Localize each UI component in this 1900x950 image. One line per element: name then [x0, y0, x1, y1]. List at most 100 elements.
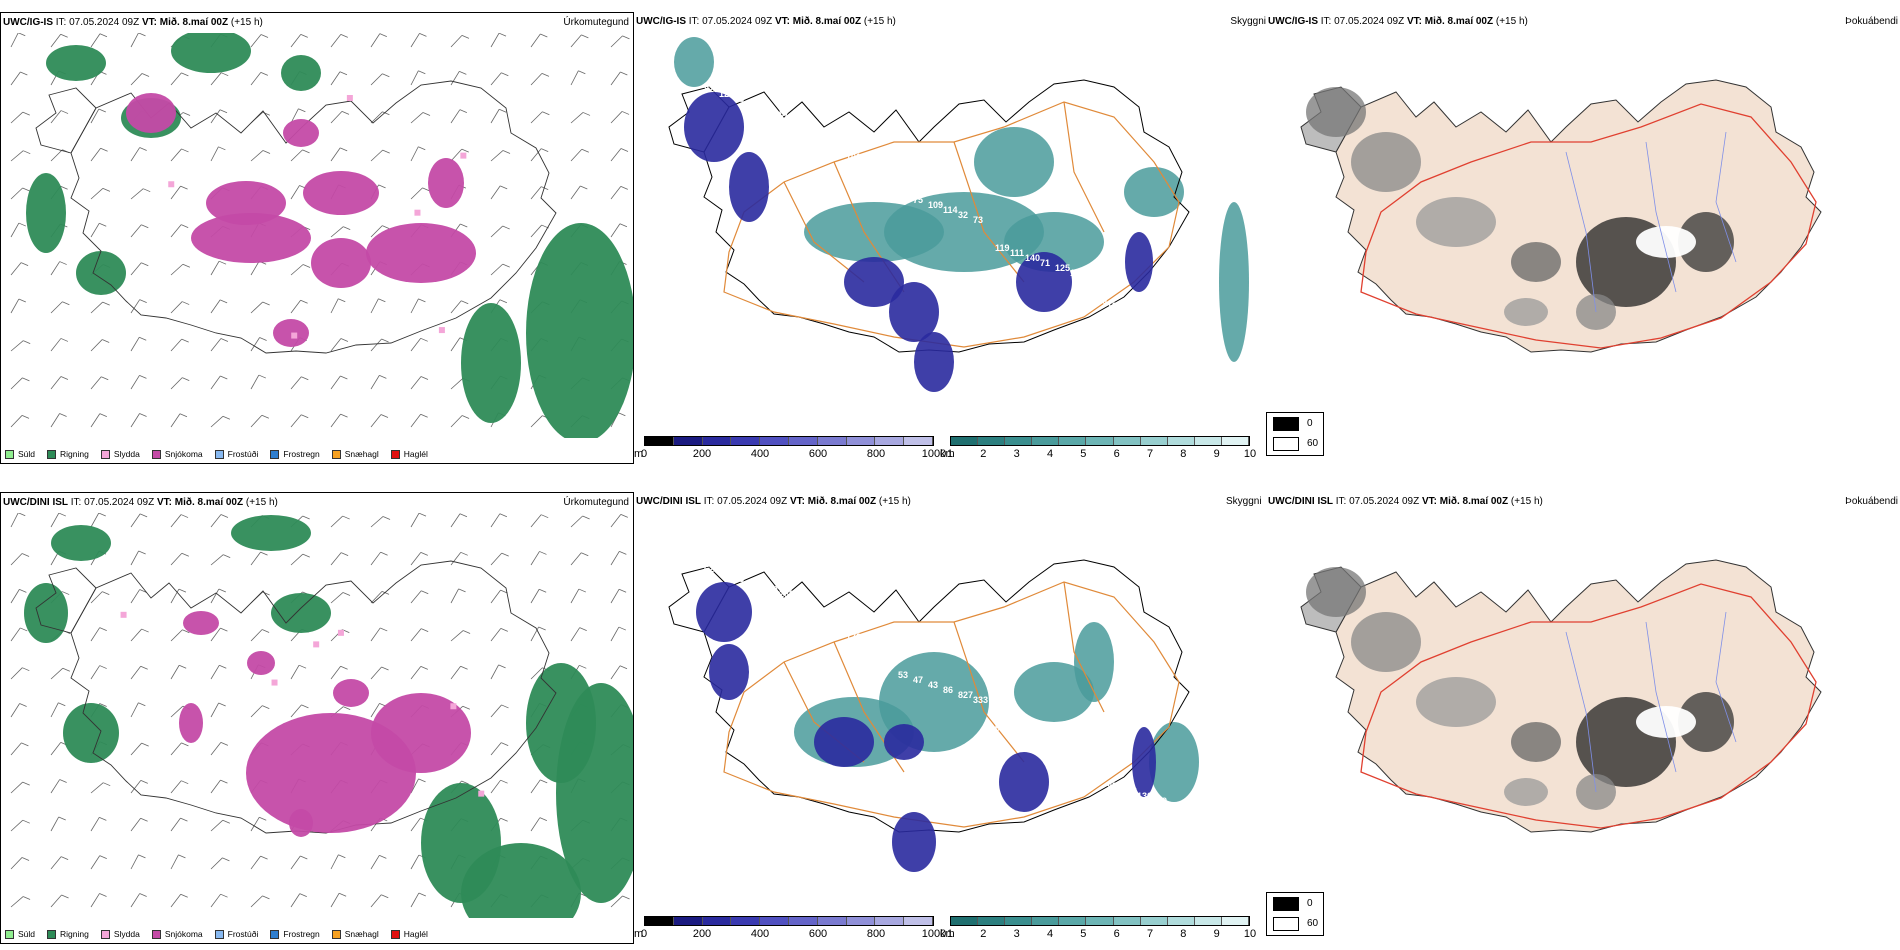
colorbar-cell	[1113, 917, 1141, 925]
colorbar-cell	[904, 917, 933, 925]
cloudbase-label: 143	[831, 627, 846, 637]
legend-item: Snæhagl	[331, 929, 379, 939]
fog-legend: 0 60	[1266, 412, 1324, 456]
cloudbase-label: 140	[1025, 253, 1040, 263]
legend-swatch	[390, 929, 400, 939]
cloudbase-label: 75	[913, 195, 923, 205]
colorbar-cell	[846, 917, 876, 925]
cloudbase-label: 127	[749, 99, 764, 109]
cloudbase-label: 119	[995, 243, 1010, 253]
cloudbase-label: 44	[1025, 733, 1035, 743]
colorbar-cells	[950, 916, 1250, 926]
cloudbase-label: 68	[1152, 316, 1162, 326]
colorbar-tick-label: 9	[1213, 448, 1220, 460]
colorbar-cell	[1194, 437, 1222, 445]
colorbar-tick-label: 5	[1080, 928, 1087, 940]
colorbar-cell	[978, 437, 1006, 445]
colorbar-cell	[875, 437, 905, 445]
legend-label: Snjókoma	[164, 929, 203, 939]
colorbar-cell	[702, 437, 732, 445]
colorbar-tick-label: 800	[866, 928, 886, 940]
colorbar-tick-label: 3	[1013, 928, 1020, 940]
colorbar-cell	[760, 437, 789, 445]
cloudbase-label: 109	[928, 200, 943, 210]
legend-item: Frostúði	[214, 929, 258, 939]
legend-swatch	[331, 929, 341, 939]
legend-label: Súld	[18, 929, 36, 939]
cloud-map: 82 83 63 119 120 123 80 75 111 131 58 88 109 140 142 12…	[634, 32, 1266, 437]
colorbar-tick-label: 9	[1213, 928, 1220, 940]
fog-map	[1266, 32, 1900, 437]
precip-type-panel-bottom: UWC/DINI ISL IT: 07.05.2024 09Z VT: Mið.…	[0, 492, 634, 944]
colorbar-tick-label: 4	[1046, 928, 1054, 940]
fog-legend-label: 0	[1307, 418, 1313, 429]
colorbar-cell	[817, 437, 847, 445]
legend-swatch	[100, 449, 110, 459]
colorbar-cell	[904, 437, 933, 445]
cloudbase-label: 58	[734, 94, 744, 104]
fog-legend-label: 60	[1307, 438, 1319, 449]
legend-label: Frostregn	[283, 449, 320, 459]
panel-header: UWC/DINI ISL IT: 07.05.2024 09Z VT: Mið.…	[3, 497, 278, 508]
fog-panel-top: UWC/IG-IS IT: 07.05.2024 09Z VT: Mið. 8.…	[1266, 12, 1900, 464]
cloudbase-label: 63	[898, 190, 908, 200]
colorbar-unit: km	[940, 928, 955, 940]
legend-label: Rigning	[60, 929, 89, 939]
cloudbase-label: 62	[704, 564, 714, 574]
fog-legend: 0 60	[1266, 892, 1324, 936]
colorbar-cell	[645, 917, 674, 925]
cloudbase-label: 108	[861, 637, 876, 647]
colorbar-cell	[1221, 437, 1250, 445]
legend-item: Rigning	[47, 449, 89, 459]
legend-swatch	[270, 449, 280, 459]
legend-swatch	[100, 929, 110, 939]
colorbar-tick-label: 0	[640, 928, 648, 940]
cloudbase-label: 101	[846, 152, 861, 162]
colorbar-tick-label: 0	[640, 448, 648, 460]
cloudbase-label: 53	[861, 157, 871, 167]
colorbar-cell	[673, 917, 703, 925]
colorbar-cell	[702, 917, 732, 925]
colorbar-tick-label: 400	[750, 928, 770, 940]
colorbar-cell	[645, 437, 674, 445]
panel-header: UWC/DINI ISL IT: 07.05.2024 09Z VT: Mið.…	[1268, 496, 1543, 507]
colorbar-cell	[1032, 437, 1060, 445]
fog-legend-swatch	[1273, 417, 1299, 431]
cloudbase-label: 161	[749, 579, 764, 589]
legend-swatch	[331, 449, 341, 459]
cloudbase-label: 333	[973, 695, 988, 705]
cloudbase-label: 71	[1040, 258, 1050, 268]
colorbar-tick-label: 8	[1180, 928, 1187, 940]
colorbar-tick-label: 200	[692, 448, 712, 460]
fog-legend-label: 0	[1307, 898, 1313, 909]
colorbar-unit: km	[940, 448, 955, 460]
colorbar-tick-label: 1	[946, 448, 954, 460]
legend-label: Snæhagl	[344, 929, 379, 939]
cloudbase-label: 74	[719, 569, 729, 579]
cloudbase-label: 131	[1107, 301, 1122, 311]
cloudbase-label: 57	[764, 104, 774, 114]
cloudbase-label: 107	[1040, 738, 1055, 748]
colorbar-cell	[817, 917, 847, 925]
cloudbase-label: 142	[1122, 306, 1137, 316]
legend-swatch	[5, 929, 14, 939]
legend-swatch	[270, 929, 280, 939]
cloudbase-label: 125	[1055, 263, 1070, 273]
colorbar-tick-label: 8	[1180, 448, 1187, 460]
legend-item: Súld	[5, 929, 35, 939]
cloudbase-label: 95	[734, 574, 744, 584]
cloud-visibility-panel-bottom: UWC/DINI ISL IT: 07.05.2024 09Z VT: Mið.…	[634, 492, 1266, 944]
legend-item: Frostúði	[214, 449, 258, 459]
colorbar-cell	[731, 917, 761, 925]
panel-header: UWC/IG-IS IT: 07.05.2024 09Z VT: Mið. 8.…	[636, 16, 896, 27]
colorbar-tick-label: 1000	[921, 448, 947, 460]
legend-swatch	[151, 929, 161, 939]
colorbar-tick-label: 1000	[921, 928, 947, 940]
legend-swatch	[214, 449, 224, 459]
fog-legend-swatch	[1273, 917, 1299, 931]
legend-label: Rigning	[60, 449, 89, 459]
colorbar-tick-label: 3	[1013, 448, 1020, 460]
legend-label: Snæhagl	[344, 449, 379, 459]
cloudbase-label: 64	[1010, 728, 1020, 738]
cloudbase-label: 80	[816, 142, 826, 152]
